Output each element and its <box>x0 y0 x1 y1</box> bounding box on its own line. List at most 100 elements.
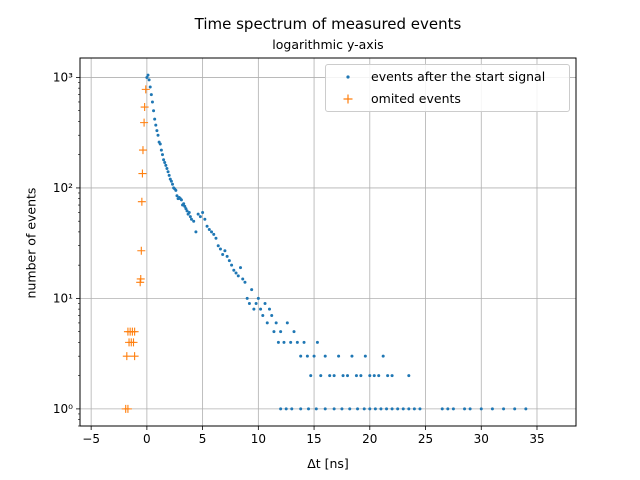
chart-subtitle: logarithmic y-axis <box>272 37 384 52</box>
event-point <box>265 321 269 325</box>
event-point <box>513 407 517 411</box>
legend-item-omitted: omited events <box>326 89 569 109</box>
event-point <box>152 109 156 113</box>
event-point <box>407 407 411 411</box>
y-axis-label: number of events <box>23 187 39 299</box>
event-point <box>368 374 372 378</box>
event-point <box>299 354 303 358</box>
event-point <box>252 307 256 311</box>
event-point <box>346 374 350 378</box>
x-tick-label: 20 <box>362 432 377 446</box>
event-point <box>356 407 360 411</box>
chart-title: Time spectrum of measured events <box>194 15 462 33</box>
event-point <box>302 340 306 344</box>
event-point <box>247 301 251 305</box>
event-point <box>239 266 243 270</box>
event-point <box>332 374 336 378</box>
event-point <box>314 407 318 411</box>
event-point <box>175 194 179 198</box>
x-tick-label: 35 <box>529 432 544 446</box>
event-point <box>323 354 327 358</box>
event-point <box>167 173 171 177</box>
event-point <box>319 374 323 378</box>
event-point <box>282 340 286 344</box>
y-tick-label: 10² <box>53 181 73 195</box>
event-point <box>385 407 389 411</box>
y-tick-label: 10⁰ <box>53 402 73 416</box>
event-point <box>340 407 344 411</box>
event-point <box>146 73 150 77</box>
event-point <box>149 93 153 97</box>
event-point <box>401 407 405 411</box>
x-tick-label: 15 <box>306 432 321 446</box>
plus-marker-icon <box>343 94 353 104</box>
event-point <box>192 219 196 223</box>
event-point <box>187 210 191 214</box>
event-point <box>163 160 167 164</box>
event-point <box>267 307 271 311</box>
event-point <box>259 307 263 311</box>
event-point <box>396 407 400 411</box>
event-point <box>359 374 363 378</box>
x-tick-label: 10 <box>251 432 266 446</box>
event-point <box>379 407 383 411</box>
event-point <box>156 133 160 137</box>
event-point <box>218 247 222 251</box>
event-point <box>272 330 276 334</box>
legend: events after the start signal omited eve… <box>325 64 570 112</box>
event-point <box>210 230 214 234</box>
event-point <box>169 179 173 183</box>
event-point <box>207 228 211 232</box>
axes-frame <box>79 57 577 427</box>
event-point <box>373 407 377 411</box>
event-point <box>188 215 192 219</box>
omitted-point <box>140 118 149 127</box>
event-point <box>261 314 265 318</box>
event-point <box>198 215 202 219</box>
event-point <box>145 75 149 79</box>
event-point <box>309 374 313 378</box>
axis-ticks: −5 0 5 10 15 20 25 30 35 10⁰ 10¹ 10² 10³ <box>53 70 545 446</box>
event-point <box>446 407 450 411</box>
dot-marker-icon <box>346 75 350 79</box>
event-point <box>184 207 188 211</box>
event-point <box>234 271 238 275</box>
omitted-point <box>141 85 150 94</box>
event-point <box>451 407 455 411</box>
event-point <box>305 354 309 358</box>
event-point <box>289 340 293 344</box>
event-point <box>306 407 310 411</box>
event-point <box>166 170 170 174</box>
event-point <box>189 217 193 221</box>
event-point <box>194 230 198 234</box>
event-point <box>158 142 162 146</box>
event-point <box>368 407 372 411</box>
omitted-point <box>138 146 147 155</box>
event-point <box>160 153 164 157</box>
event-point <box>440 407 444 411</box>
event-point <box>279 330 283 334</box>
x-tick-label: 25 <box>418 432 433 446</box>
omitted-point <box>123 327 132 336</box>
event-point <box>205 224 209 228</box>
event-point <box>323 407 327 411</box>
event-point <box>236 274 240 278</box>
event-point <box>250 288 254 292</box>
x-tick-label: 0 <box>143 432 151 446</box>
event-point <box>154 123 158 127</box>
event-point <box>285 321 289 325</box>
event-point <box>381 354 385 358</box>
event-point <box>299 407 303 411</box>
omitted-point <box>122 352 131 361</box>
event-point <box>332 407 336 411</box>
event-point <box>256 296 260 300</box>
y-tick-label: 10³ <box>53 70 73 84</box>
event-point <box>147 78 151 82</box>
event-point <box>201 210 205 214</box>
event-point <box>153 117 157 121</box>
event-point <box>412 407 416 411</box>
omitted-point <box>125 338 134 347</box>
event-point <box>164 163 168 167</box>
x-tick-label: 30 <box>474 432 489 446</box>
